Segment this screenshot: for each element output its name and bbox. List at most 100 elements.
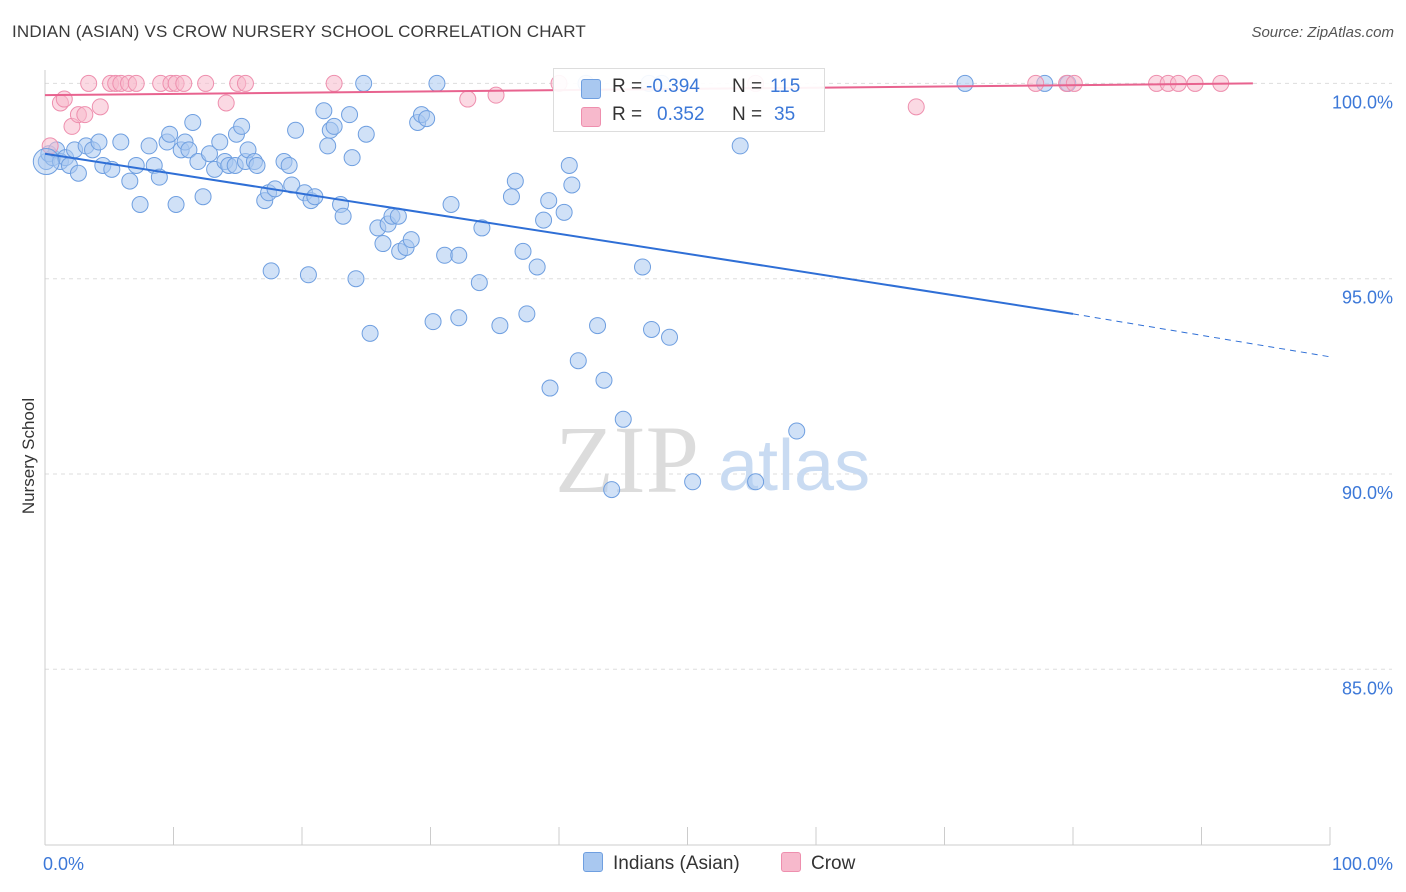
legend-swatch-blue — [581, 79, 601, 99]
indians-asian-point — [684, 473, 702, 491]
indians-asian-point — [614, 410, 632, 428]
crow-point — [175, 74, 193, 92]
x-tick-label-min: 0.0% — [43, 854, 84, 874]
data-points — [32, 74, 1230, 499]
indians-asian-point — [357, 125, 375, 143]
crow-point — [91, 98, 109, 116]
indians-asian-point — [347, 270, 365, 288]
legend-box: R = -0.394 N = 115 R = 0.352 N = 35 — [553, 68, 825, 132]
indians-asian-point — [315, 102, 333, 120]
crow-point — [197, 74, 215, 92]
legend-swatch-pink — [581, 107, 601, 127]
indians-asian-point — [280, 156, 298, 174]
indians-asian-point — [747, 473, 765, 491]
indians-asian-point — [374, 235, 392, 253]
indians-asian-point — [319, 137, 337, 155]
crow-point — [1027, 74, 1045, 92]
indians-asian-point — [211, 133, 229, 151]
legend-r-value: -0.394 — [646, 76, 700, 97]
indians-asian-point — [731, 137, 749, 155]
indians-asian-point — [450, 246, 468, 264]
indians-asian-point — [514, 242, 532, 260]
y-tick-label: 85.0% — [1342, 678, 1393, 698]
indians-asian-point — [589, 317, 607, 335]
indians-asian-point — [131, 196, 149, 214]
indians-asian-point — [341, 106, 359, 124]
indians-asian-point — [535, 211, 553, 229]
indians-asian-point — [424, 313, 442, 331]
chart-title: INDIAN (ASIAN) VS CROW NURSERY SCHOOL CO… — [12, 22, 586, 41]
indians-asian-point — [287, 121, 305, 139]
indians-asian-point — [112, 133, 130, 151]
indians-asian-point — [603, 481, 621, 499]
bottom-legend-label-crow: Crow — [811, 853, 856, 874]
indians-asian-point — [661, 328, 679, 346]
crow-point — [80, 74, 98, 92]
indians-asian-point — [402, 231, 420, 249]
indians-asian-point — [555, 203, 573, 221]
indians-asian-point — [184, 113, 202, 131]
indians-asian-point — [325, 117, 343, 135]
indians-asian-point — [248, 156, 266, 174]
crow-point — [907, 98, 925, 116]
indians-asian-point — [262, 262, 280, 280]
indians-asian-point — [167, 196, 185, 214]
bottom-legend-crow: Crow — [781, 852, 855, 875]
indians-asian-point — [595, 371, 613, 389]
bottom-legend-swatch-pink — [781, 852, 801, 872]
axes — [44, 70, 1331, 846]
indians-asian-point — [506, 172, 524, 190]
indians-asian-point — [127, 156, 145, 174]
y-axis-title: Nursery School — [19, 398, 38, 514]
crow-point — [1065, 74, 1083, 92]
watermark-atlas: atlas — [718, 426, 870, 506]
tick-labels: 100.0% 95.0% 90.0% 85.0% — [1332, 92, 1393, 698]
legend-r-label: R = — [612, 76, 643, 97]
legend-n-value: 115 — [770, 76, 801, 97]
indians-asian-point — [528, 258, 546, 276]
legend-n-label: N = — [732, 104, 763, 125]
legend-n-label: N = — [732, 76, 763, 97]
bottom-legend-indians: Indians (Asian) — [583, 852, 740, 875]
indians-asian-point — [194, 188, 212, 206]
indians-asian-point — [560, 156, 578, 174]
indians-asian-point — [634, 258, 652, 276]
indians-asian-point — [518, 305, 536, 323]
crow-point — [217, 94, 235, 112]
indians-asian-point — [299, 266, 317, 284]
indians-asian-point — [418, 110, 436, 128]
crow-point — [459, 90, 477, 108]
crow-point — [236, 74, 254, 92]
indians-asian-point — [643, 320, 661, 338]
legend-r-label: R = — [612, 104, 643, 125]
source-credit: Source: ZipAtlas.com — [1251, 24, 1394, 41]
indians-asian-point — [563, 176, 581, 194]
indians-asian-point — [491, 317, 509, 335]
crow-point — [487, 86, 505, 104]
indians-asian-point — [140, 137, 158, 155]
crow-point — [55, 90, 73, 108]
indians-asian-trend-extension — [1072, 313, 1331, 358]
indians-asian-trend-line — [44, 152, 1074, 315]
indians-asian-point — [470, 274, 488, 292]
indians-asian-point — [233, 117, 251, 135]
bottom-legend-label-indians: Indians (Asian) — [613, 853, 740, 874]
gridlines — [45, 82, 1392, 670]
indians-asian-point — [788, 422, 806, 440]
indians-asian-point — [90, 133, 108, 151]
legend-row-indians: R = -0.394 N = 115 — [554, 75, 824, 103]
indians-asian-point — [69, 164, 87, 182]
indians-asian-point — [436, 246, 454, 264]
indians-asian-point — [334, 207, 352, 225]
indians-asian-point — [343, 149, 361, 167]
crow-point — [127, 74, 145, 92]
crow-point — [325, 74, 343, 92]
indians-asian-point — [956, 74, 974, 92]
x-tick-label-max: 100.0% — [1332, 854, 1393, 874]
legend-row-crow: R = 0.352 N = 35 — [554, 103, 824, 131]
y-tick-label: 90.0% — [1342, 483, 1393, 503]
indians-asian-point — [442, 196, 460, 214]
legend-n-value: 35 — [774, 104, 796, 125]
indians-asian-point — [569, 352, 587, 370]
indians-asian-point — [355, 74, 373, 92]
